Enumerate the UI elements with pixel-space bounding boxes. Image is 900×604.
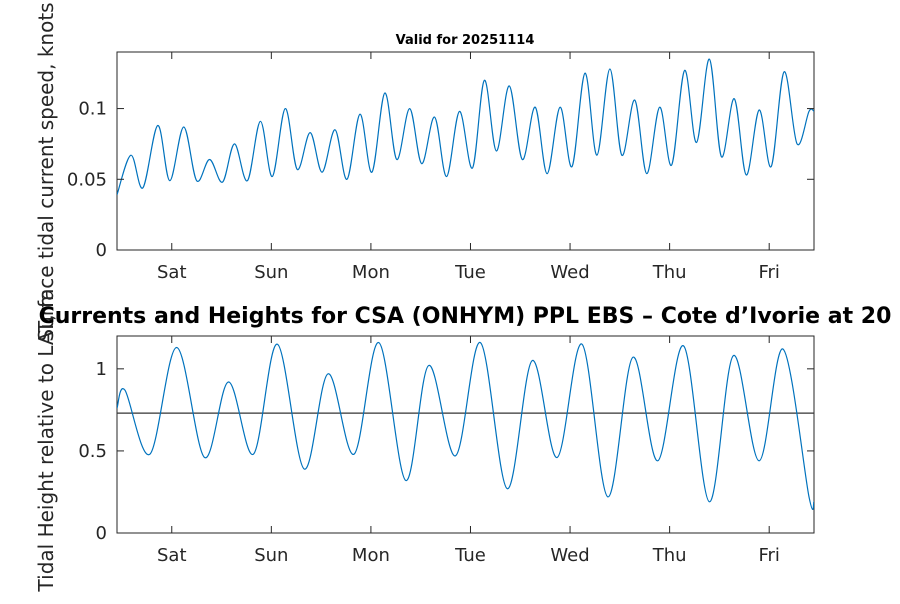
height-y-tick-label: 0 <box>96 523 107 544</box>
current-x-tick-label: Sat <box>157 262 187 283</box>
height-chart-title: Currents and Heights for CSA (ONHYM) PPL… <box>39 304 892 329</box>
current-chart-title: Valid for 20251114 <box>396 33 535 48</box>
current-plot-area <box>116 51 815 251</box>
height-plot-area <box>116 335 815 534</box>
height-y-tick-label: 0.5 <box>78 441 107 462</box>
height-x-tick-label: Fri <box>758 545 779 566</box>
height-x-tick-label: Sun <box>254 545 288 566</box>
height-x-tick-label: Thu <box>652 545 687 566</box>
current-x-tick-label: Tue <box>454 262 486 283</box>
height-y-tick-label: 1 <box>96 359 107 380</box>
current-x-tick-label: Sun <box>254 262 288 283</box>
height-series-line <box>117 341 814 511</box>
current-y-axis-label: Surface tidal current speed, knots <box>34 2 58 341</box>
height-y-axis-label: Tidal Height relative to LAT, m <box>34 289 58 593</box>
current-x-tick-label: Fri <box>758 262 779 283</box>
tidal-height-panel: 0 0.5 1 Sat Sun Mon Tue Wed Thu Fri Currents and H… <box>34 289 891 593</box>
current-x-tick-label: Mon <box>352 262 390 283</box>
height-x-tick-label: Sat <box>157 545 187 566</box>
current-y-tick-label: 0 <box>96 240 107 261</box>
current-y-tick-label: 0.1 <box>78 99 107 120</box>
current-speed-panel: 0 0.05 0.1 Sat Sun Mon Tue Wed Thu Fri Valid for 2… <box>34 2 815 342</box>
current-x-tick-label: Thu <box>652 262 687 283</box>
height-x-tick-label: Mon <box>352 545 390 566</box>
height-x-tick-label: Wed <box>550 545 589 566</box>
current-x-tick-label: Wed <box>550 262 589 283</box>
current-series-line <box>117 58 814 195</box>
current-y-tick-label: 0.05 <box>67 169 107 190</box>
height-x-tick-label: Tue <box>454 545 486 566</box>
